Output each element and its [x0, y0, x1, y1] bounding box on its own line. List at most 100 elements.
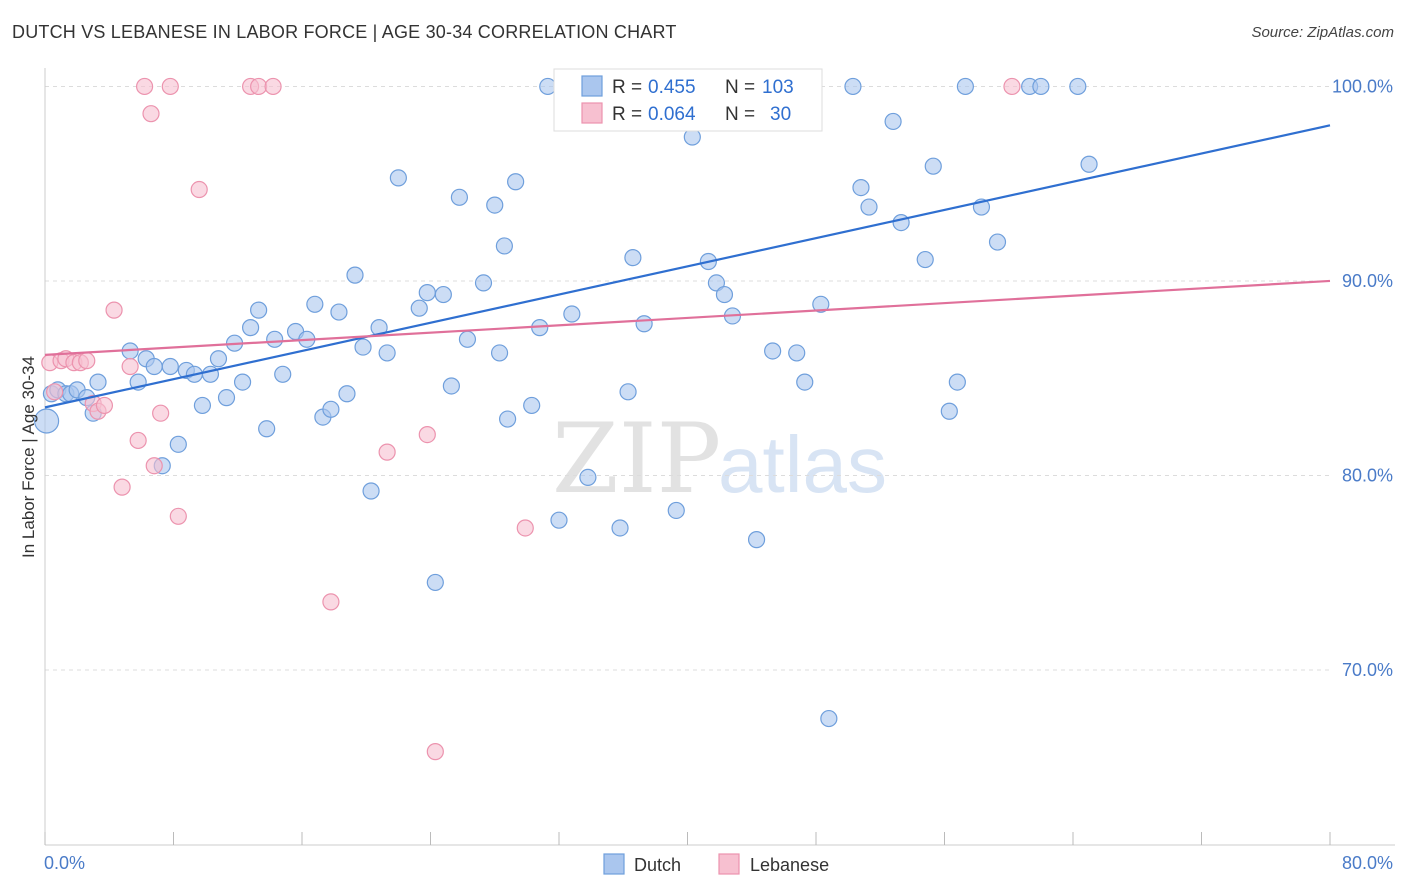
data-point-dutch	[611, 519, 629, 537]
data-point-lebanese	[113, 478, 131, 496]
data-point-dutch	[274, 365, 292, 383]
legend-lebanese-r-value: 0.064	[648, 104, 696, 125]
data-point-dutch	[474, 274, 493, 292]
data-point-dutch	[499, 410, 517, 428]
data-point-dutch	[812, 295, 830, 313]
legend-bottom-dutch-swatch	[603, 853, 625, 875]
data-point-dutch	[242, 319, 260, 337]
data-point-lebanese	[46, 383, 64, 401]
data-point-dutch	[1032, 77, 1050, 96]
series-lebanese-points	[41, 77, 1021, 761]
chart-title: DUTCH VS LEBANESE IN LABOR FORCE | AGE 3…	[12, 22, 677, 42]
legend-bottom-lebanese-swatch	[718, 853, 740, 875]
data-point-lebanese	[142, 105, 160, 123]
legend-lebanese-n-label: N =	[725, 104, 755, 125]
y-tick-labels: 70.0% 80.0% 90.0% 100.0%	[1332, 76, 1393, 680]
data-point-lebanese	[95, 396, 114, 415]
data-point-lebanese	[250, 77, 268, 96]
data-point-dutch	[330, 303, 348, 321]
data-point-lebanese	[418, 426, 436, 444]
data-point-dutch	[418, 284, 436, 302]
y-tick-label: 80.0%	[1342, 465, 1393, 485]
data-point-dutch	[884, 112, 902, 131]
data-point-dutch	[266, 330, 284, 348]
data-point-dutch	[490, 344, 509, 362]
data-point-dutch	[450, 188, 469, 206]
data-point-dutch	[788, 344, 806, 362]
data-point-lebanese	[426, 743, 444, 761]
data-point-dutch	[89, 373, 107, 391]
data-point-dutch	[1080, 155, 1098, 173]
y-axis-title: In Labor Force | Age 30-34	[19, 356, 38, 558]
data-point-dutch	[844, 77, 862, 96]
data-point-dutch	[764, 342, 782, 360]
data-point-dutch	[715, 285, 734, 304]
data-point-lebanese	[1003, 77, 1021, 96]
x-tick-label-min: 0.0%	[44, 853, 85, 873]
data-point-lebanese	[129, 431, 147, 450]
watermark-atlas: atlas	[718, 420, 887, 509]
data-point-dutch	[389, 169, 407, 187]
data-point-dutch	[217, 389, 236, 407]
legend-stats: R = 0.455 N = 103 R = 0.064 N = 30	[553, 68, 823, 132]
data-point-dutch	[940, 402, 958, 420]
data-point-dutch	[442, 377, 460, 395]
data-point-dutch	[410, 299, 428, 317]
data-point-dutch	[924, 157, 942, 175]
data-point-dutch	[539, 77, 557, 96]
data-point-dutch	[956, 77, 974, 96]
data-point-dutch	[852, 178, 870, 197]
data-point-dutch	[378, 344, 396, 362]
x-axis-ticks	[44, 832, 1331, 845]
data-point-dutch	[354, 338, 372, 356]
trendline-dutch	[44, 124, 1331, 409]
data-point-dutch	[495, 237, 513, 255]
data-point-lebanese	[322, 593, 340, 611]
data-point-dutch	[209, 350, 228, 368]
data-point-dutch	[362, 482, 380, 500]
data-point-lebanese	[264, 77, 282, 96]
data-point-lebanese	[378, 443, 396, 461]
data-point-dutch	[619, 383, 637, 401]
data-point-dutch	[306, 295, 324, 313]
legend-lebanese-n-value: 30	[770, 104, 791, 125]
data-point-dutch	[346, 266, 364, 284]
data-point-dutch	[916, 250, 934, 269]
data-point-dutch	[507, 173, 525, 191]
watermark-zip: ZIP	[552, 403, 721, 515]
legend-lebanese-swatch	[581, 102, 603, 124]
y-tick-label: 100.0%	[1332, 76, 1393, 96]
data-point-dutch	[233, 373, 252, 391]
trendline-lebanese	[44, 279, 1331, 356]
watermark: ZIP atlas	[552, 403, 887, 515]
data-point-dutch	[193, 396, 212, 415]
data-point-dutch	[860, 198, 878, 216]
data-point-dutch	[747, 531, 766, 549]
data-point-dutch	[426, 573, 444, 592]
data-point-lebanese	[78, 352, 96, 370]
source-label: Source: ZipAtlas.com	[1251, 24, 1394, 41]
data-point-lebanese	[516, 519, 534, 537]
data-point-dutch	[635, 315, 653, 333]
data-point-dutch	[486, 196, 504, 214]
data-point-dutch	[820, 709, 838, 728]
data-point-dutch	[988, 233, 1007, 251]
legend-series: Dutch Lebanese	[603, 853, 829, 875]
data-point-dutch	[892, 214, 910, 232]
legend-dutch-n-value: 103	[762, 77, 794, 98]
data-point-dutch	[579, 468, 597, 486]
y-tick-label: 90.0%	[1342, 271, 1393, 291]
legend-bottom-dutch-label: Dutch	[634, 855, 681, 875]
data-point-dutch	[338, 385, 356, 403]
y-tick-label: 70.0%	[1342, 660, 1393, 680]
data-point-dutch	[667, 501, 685, 520]
data-point-dutch	[1069, 77, 1087, 96]
data-point-dutch	[550, 511, 568, 529]
data-point-lebanese	[169, 507, 187, 525]
data-point-dutch	[434, 285, 452, 304]
data-point-dutch	[250, 301, 268, 319]
data-point-lebanese	[190, 180, 208, 199]
data-point-dutch	[161, 357, 179, 376]
data-point-dutch	[322, 400, 340, 418]
